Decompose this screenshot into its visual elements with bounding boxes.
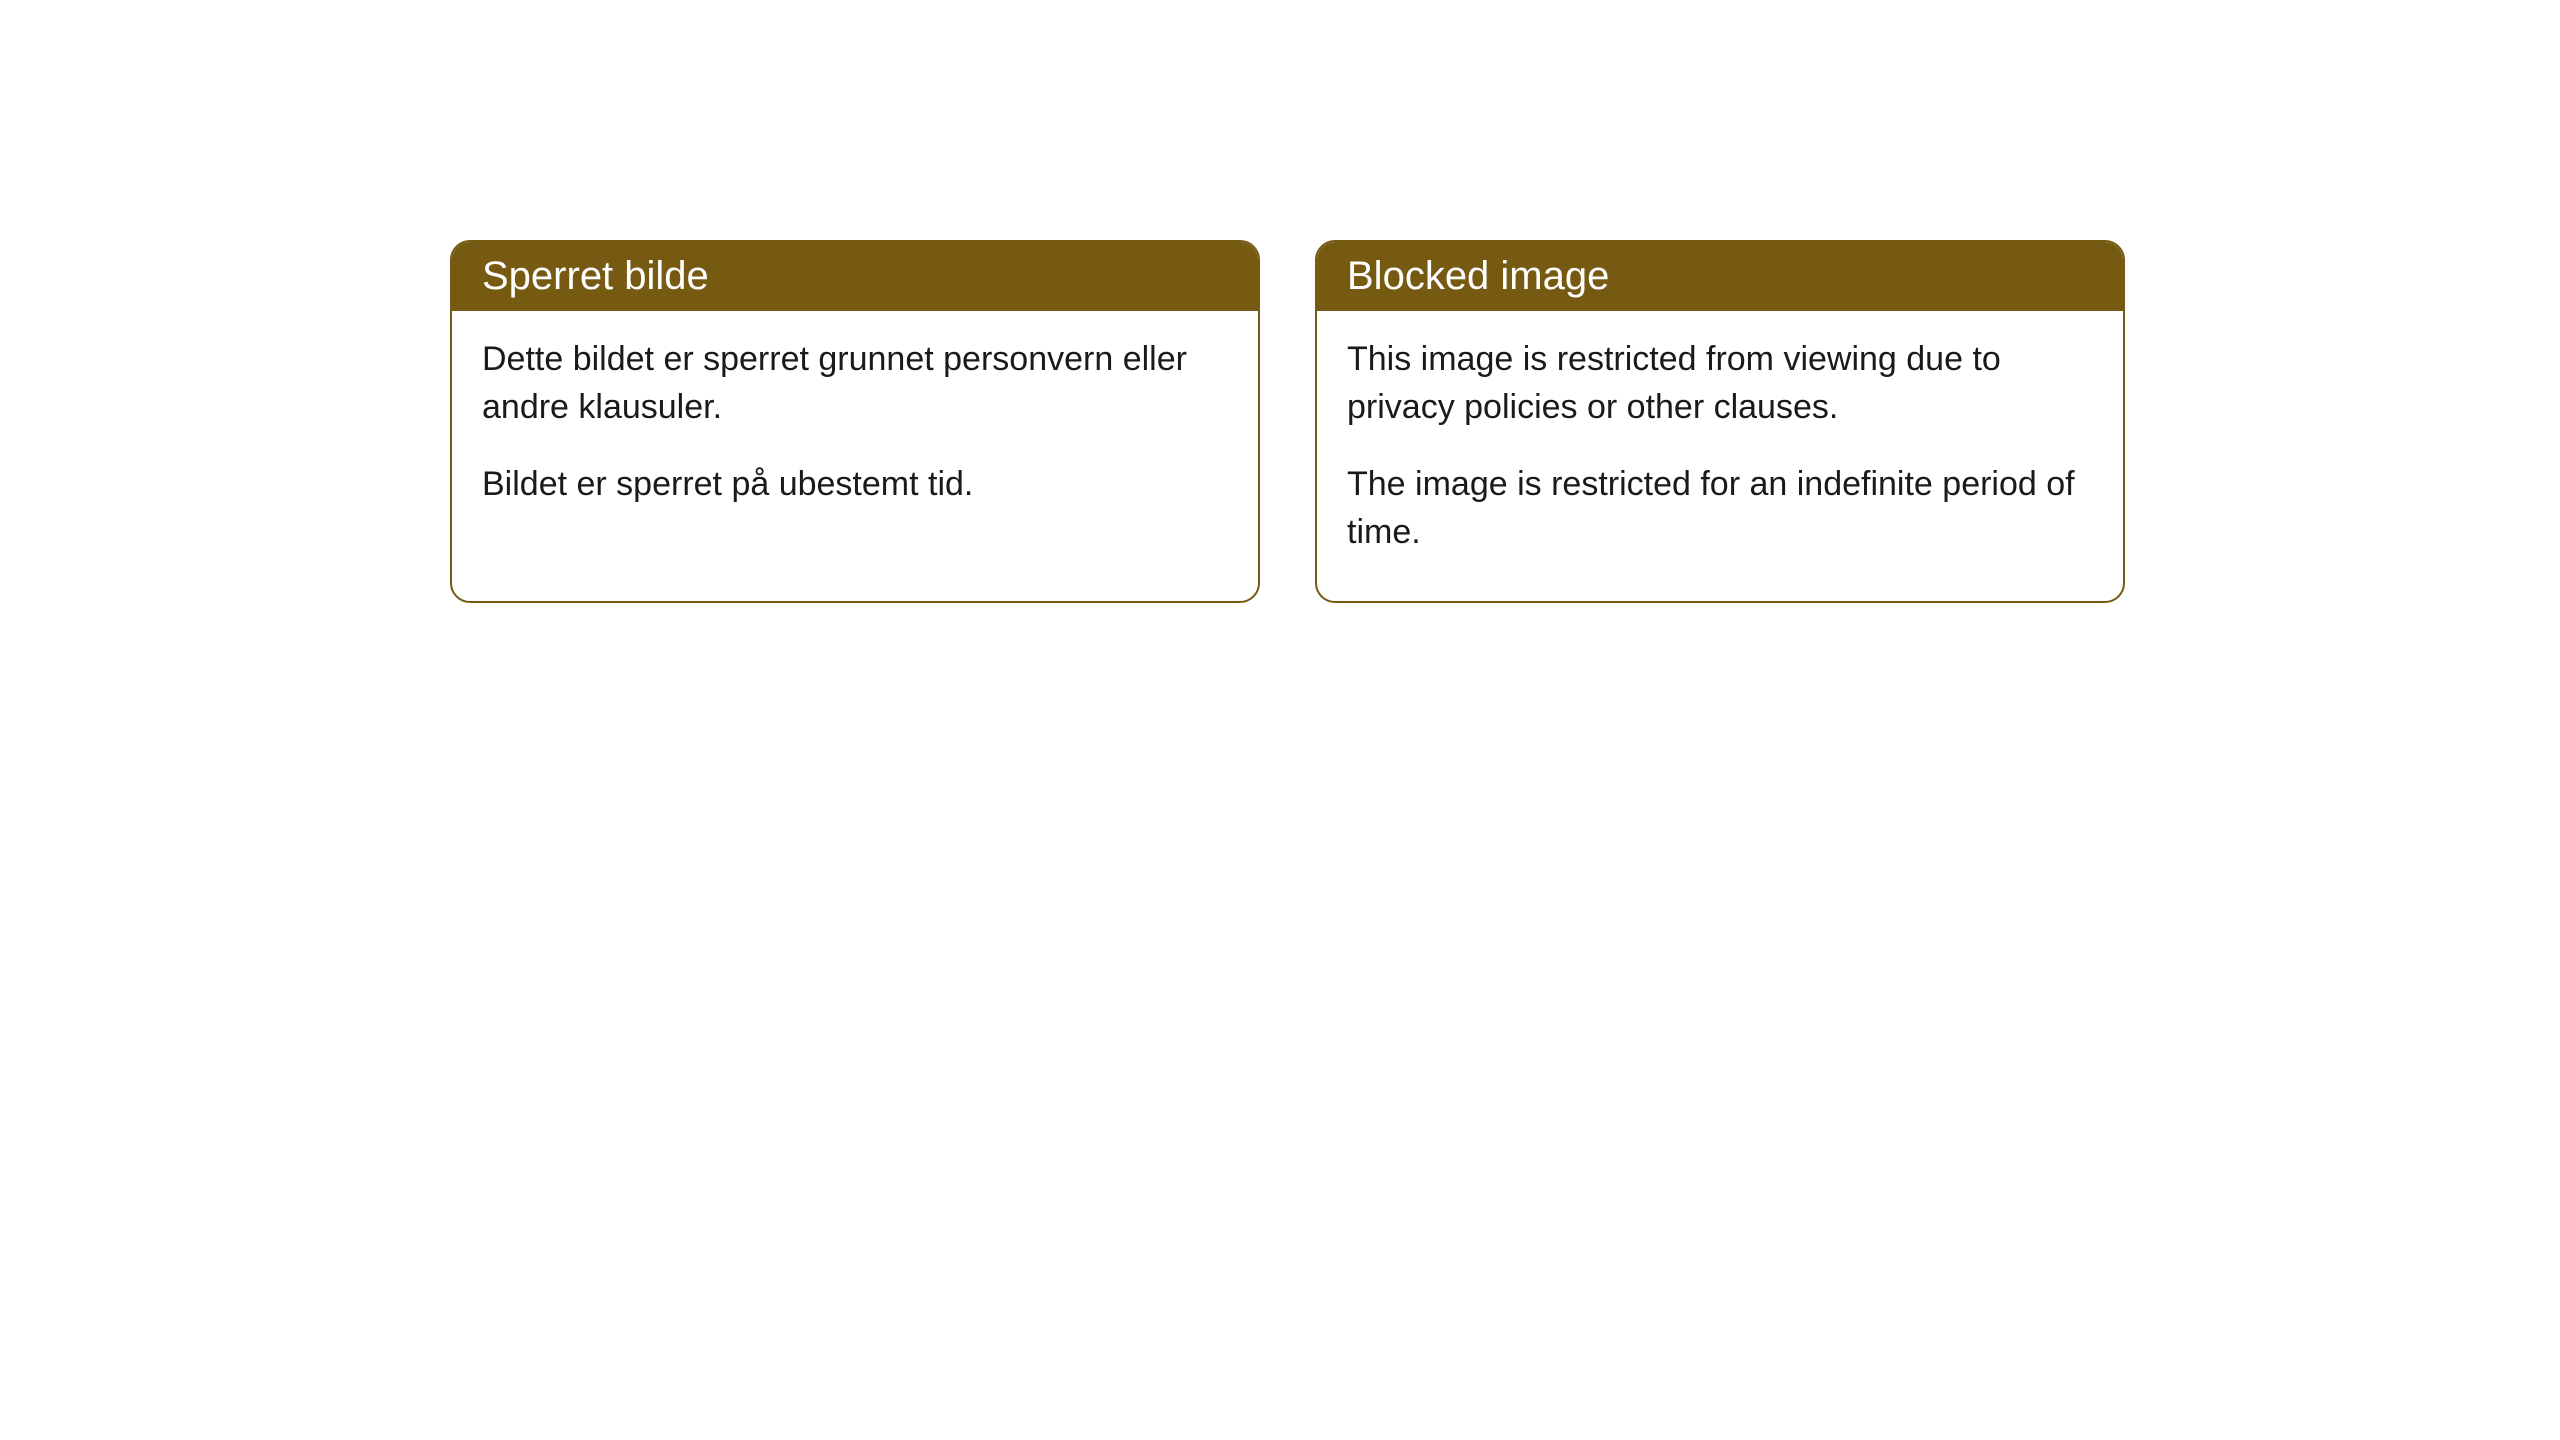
- card-header-norwegian: Sperret bilde: [452, 242, 1258, 311]
- card-title-norwegian: Sperret bilde: [482, 254, 709, 298]
- card-paragraph-1-english: This image is restricted from viewing du…: [1347, 336, 2093, 431]
- card-paragraph-2-norwegian: Bildet er sperret på ubestemt tid.: [482, 461, 1228, 509]
- card-body-english: This image is restricted from viewing du…: [1317, 311, 2123, 601]
- card-body-norwegian: Dette bildet er sperret grunnet personve…: [452, 311, 1258, 554]
- cards-container: Sperret bilde Dette bildet er sperret gr…: [450, 240, 2125, 603]
- card-norwegian: Sperret bilde Dette bildet er sperret gr…: [450, 240, 1260, 603]
- card-header-english: Blocked image: [1317, 242, 2123, 311]
- card-english: Blocked image This image is restricted f…: [1315, 240, 2125, 603]
- card-paragraph-1-norwegian: Dette bildet er sperret grunnet personve…: [482, 336, 1228, 431]
- card-title-english: Blocked image: [1347, 254, 1609, 298]
- card-paragraph-2-english: The image is restricted for an indefinit…: [1347, 461, 2093, 556]
